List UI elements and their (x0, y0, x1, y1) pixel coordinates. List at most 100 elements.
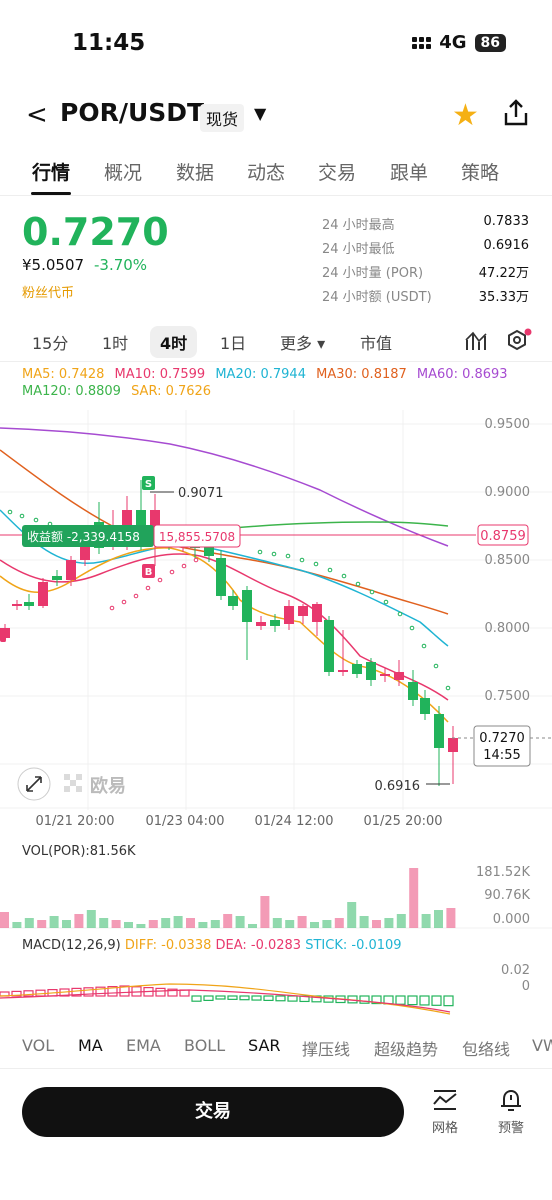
ma60-line (0, 427, 449, 547)
macd-bar (227, 995, 238, 1000)
candle (228, 596, 238, 606)
indicator-ema[interactable]: EMA (126, 1036, 161, 1055)
volume-bar (322, 920, 332, 928)
candle (204, 544, 214, 556)
y-tick: 0.9500 (485, 417, 531, 432)
sar-dot (109, 605, 115, 611)
macd-title: MACD(12,26,9) (22, 938, 121, 953)
volume-bar (74, 914, 84, 928)
period-more[interactable]: 更多 ▾ (280, 334, 326, 353)
last-price-tag: 0.7270 (479, 731, 525, 746)
sar-dot (181, 563, 187, 569)
tab-news[interactable]: 动态 (247, 162, 286, 184)
candle (122, 510, 132, 530)
tab-market[interactable]: 行情 (32, 162, 71, 184)
candle (242, 590, 252, 622)
stat-low-label: 24 小时最低 (322, 242, 395, 257)
candle (216, 558, 226, 596)
candle (408, 682, 418, 700)
sar-dot (409, 625, 415, 631)
indicator-supertrend[interactable]: 超级趋势 (374, 1040, 439, 1059)
sar-dot (33, 517, 39, 523)
countdown: 14:55 (483, 748, 520, 763)
macd-bar (179, 989, 190, 997)
share-icon[interactable] (502, 98, 530, 128)
pair-title[interactable]: POR/USDT (60, 98, 205, 127)
ma30-line (0, 449, 449, 615)
period-4h[interactable]: 4时 (150, 326, 198, 358)
macd-bar (203, 995, 214, 1002)
period-1d[interactable]: 1日 (220, 334, 247, 353)
macd-bar (215, 995, 226, 1000)
volume-bar (334, 918, 344, 928)
indicator-vol[interactable]: VOL (22, 1036, 55, 1055)
period-market-cap[interactable]: 市值 (360, 334, 393, 353)
period-15m[interactable]: 15分 (32, 334, 69, 353)
candle (136, 510, 146, 534)
volume-tick: 0.000 (493, 912, 530, 927)
sar-dot (169, 569, 175, 575)
sar-dot (157, 577, 163, 583)
grid-trading-button[interactable]: 网格 (420, 1087, 470, 1136)
trade-button[interactable]: 交易 (22, 1087, 404, 1137)
profit-label-box[interactable] (22, 525, 154, 547)
ma10-line (0, 553, 449, 701)
sar-dot (421, 643, 427, 649)
price-change: -3.70% (94, 256, 148, 274)
volume-bar (12, 922, 22, 928)
candle (270, 620, 280, 626)
chart-settings-icon[interactable] (506, 328, 532, 354)
candle (448, 738, 458, 752)
tab-data[interactable]: 数据 (176, 162, 215, 184)
volume-bar (37, 920, 47, 928)
tab-strategy[interactable]: 策略 (461, 162, 500, 184)
sar-dot (7, 509, 13, 515)
indicator-vwap[interactable]: VW (532, 1036, 552, 1055)
sell-marker[interactable] (142, 476, 155, 490)
sar-dot (341, 573, 347, 579)
token-tag[interactable]: 粉丝代币 (22, 286, 75, 301)
candle (38, 582, 48, 606)
macd-bar (83, 987, 94, 997)
signal-icon (412, 36, 432, 49)
macd-bar (23, 990, 34, 997)
okx-logo-watermark (64, 774, 82, 792)
tab-trade[interactable]: 交易 (318, 162, 357, 184)
indicator-boll[interactable]: BOLL (184, 1036, 226, 1055)
y-tick: 0.8500 (485, 553, 531, 568)
favorite-star-icon[interactable]: ★ (452, 98, 479, 133)
sar-dot (271, 551, 277, 557)
back-button[interactable]: < (26, 100, 48, 130)
volume-chart: 181.52K 90.76K 0.000 (0, 865, 552, 929)
indicator-ma[interactable]: MA (78, 1036, 103, 1055)
macd-stick: STICK: -0.0109 (305, 938, 402, 953)
buy-marker[interactable] (142, 564, 155, 578)
sar-value: SAR: 0.7626 (131, 384, 212, 399)
period-1h[interactable]: 1时 (102, 334, 129, 353)
last-price: 0.7270 (22, 210, 169, 254)
macd-bar (407, 995, 418, 1006)
tab-overview[interactable]: 概况 (104, 162, 143, 184)
volume-bar (372, 920, 381, 928)
status-indicators: 4G 86 (412, 32, 506, 53)
candlestick-chart[interactable]: 0.9500 0.9000 0.8500 0.8000 0.7500 01/21… (0, 410, 552, 830)
macd-legend: MACD(12,26,9) DIFF: -0.0338 DEA: -0.0283… (22, 938, 402, 953)
indicator-envelope[interactable]: 包络线 (462, 1040, 511, 1059)
volume-bar (186, 918, 195, 928)
price-alert-button[interactable]: 预警 (486, 1087, 536, 1136)
volume-bar (409, 868, 419, 928)
sar-dot (313, 561, 319, 567)
sar-dot (133, 593, 139, 599)
chart-style-icon[interactable] (464, 328, 488, 354)
period-selector: 15分 1时 4时 1日 更多 ▾ 市值 (0, 322, 552, 362)
ma20-line (0, 509, 449, 647)
entry-price-box (153, 524, 241, 548)
tab-copy-trade[interactable]: 跟单 (390, 162, 429, 184)
stat-amount-label: 24 小时额 (USDT) (322, 290, 432, 305)
indicator-sar[interactable]: SAR (248, 1036, 281, 1055)
y-tick: 0.7500 (485, 689, 531, 704)
pair-dropdown-icon[interactable]: ▼ (254, 104, 267, 123)
sar-dot (121, 599, 127, 605)
candle (66, 560, 76, 580)
indicator-support-resistance[interactable]: 撑压线 (302, 1040, 351, 1059)
